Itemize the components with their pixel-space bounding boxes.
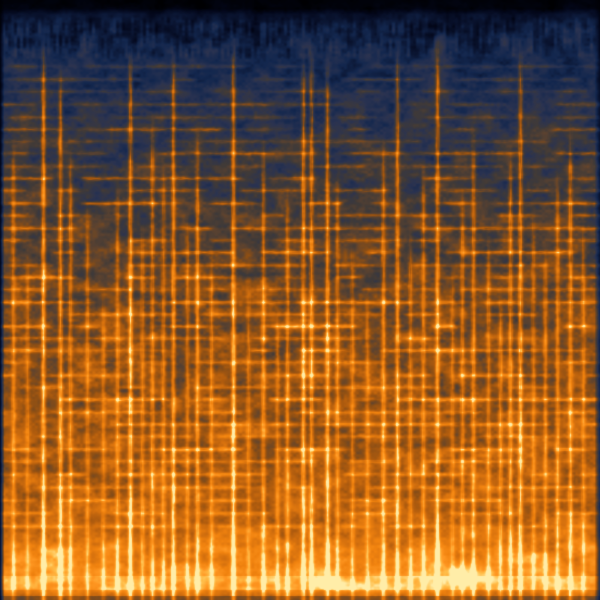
spectrogram-canvas — [0, 0, 600, 600]
spectrogram-view — [0, 0, 600, 600]
